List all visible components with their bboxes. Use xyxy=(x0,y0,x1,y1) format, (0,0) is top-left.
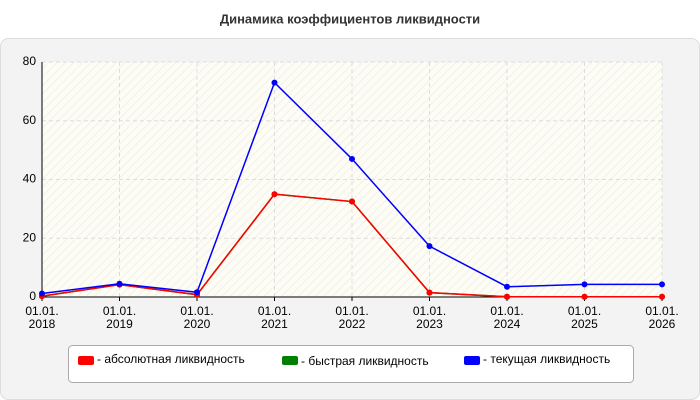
x-tick-label: 01.01. 2025 xyxy=(567,304,602,331)
legend-label: - абсолютная ликвидность xyxy=(97,352,245,366)
data-point xyxy=(39,290,45,297)
x-tick-label: 01.01. 2024 xyxy=(490,304,524,331)
legend-marker xyxy=(78,356,94,365)
data-point xyxy=(659,281,665,288)
data-point xyxy=(504,283,510,290)
data-point xyxy=(271,191,278,198)
data-point xyxy=(426,289,433,296)
data-point xyxy=(349,155,355,162)
data-point xyxy=(349,198,355,205)
legend-label: - текущая ликвидность xyxy=(483,352,611,366)
legend xyxy=(68,345,634,383)
legend-label: - быстрая ликвидность xyxy=(301,354,429,368)
data-point xyxy=(581,293,588,300)
y-tick-label: 0 xyxy=(29,289,36,303)
y-tick-label: 20 xyxy=(23,230,37,244)
data-point xyxy=(504,293,510,300)
x-tick-label: 01.01. 2021 xyxy=(257,304,292,331)
y-tick-label: 40 xyxy=(23,172,37,186)
legend-marker xyxy=(282,356,298,365)
legend-marker xyxy=(464,356,480,365)
data-point xyxy=(659,293,665,300)
x-tick-label: 01.01. 2019 xyxy=(102,304,137,331)
data-point xyxy=(581,281,588,288)
data-point xyxy=(194,289,200,296)
x-tick-label: 01.01. 2023 xyxy=(412,304,447,331)
x-tick-label: 01.01. 2018 xyxy=(25,304,59,331)
x-tick-label: 01.01. 2026 xyxy=(645,304,679,331)
data-point xyxy=(271,79,278,86)
y-tick-label: 80 xyxy=(23,54,37,68)
data-point xyxy=(116,280,123,287)
chart-title: Динамика коэффициентов ликвидности xyxy=(220,11,480,26)
y-tick-label: 60 xyxy=(23,113,37,127)
x-tick-label: 01.01. 2022 xyxy=(335,304,369,331)
data-point xyxy=(426,243,433,250)
x-tick-label: 01.01. 2020 xyxy=(180,304,214,331)
